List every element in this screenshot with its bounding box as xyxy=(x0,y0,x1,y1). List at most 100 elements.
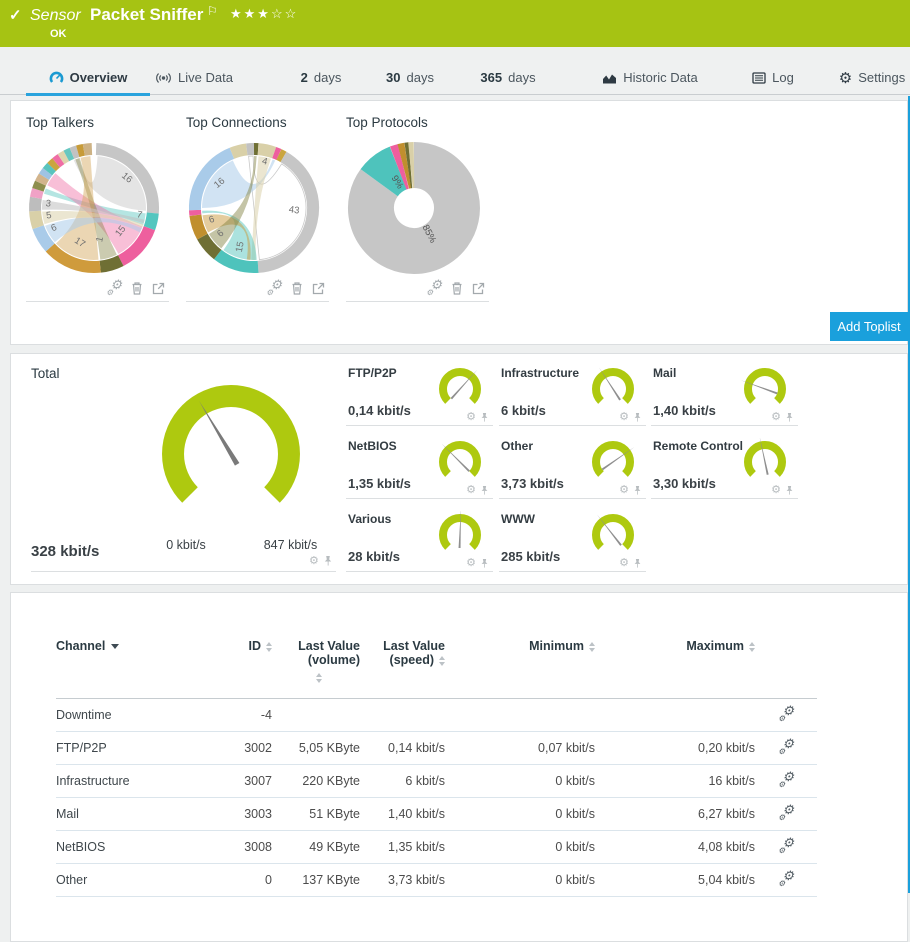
last-value-speed: 3,73 kbit/s xyxy=(360,863,445,897)
channel-settings-icon[interactable]: ⚙ ⚙ xyxy=(778,768,794,789)
channel-gauge-remote-control: Remote Control 3,30 kbit/s ⚙ xyxy=(651,437,798,499)
channel-table: Channel ID Last Value (volume) Last Value… xyxy=(56,627,817,897)
channel-settings-icon[interactable]: ⚙ ⚙ xyxy=(778,834,794,855)
maximum-value: 0,20 kbit/s xyxy=(595,731,755,765)
gauge-settings-icon[interactable]: ⚙ xyxy=(466,557,476,569)
pin-icon[interactable] xyxy=(785,412,794,423)
toplist-top-talkers: Top Talkers 16 7 15 1 17 6 5 3 ⚙ ⚙ xyxy=(26,109,169,303)
delete-toplist-icon[interactable] xyxy=(291,281,303,295)
channel-gauge-value: 3,73 kbit/s xyxy=(501,476,564,491)
channel-id: 3008 xyxy=(204,830,272,864)
total-gauge-value: 328 kbit/s xyxy=(31,543,100,560)
channel-id: -4 xyxy=(204,698,272,732)
total-gauge-max-label: 847 kbit/s xyxy=(263,538,318,552)
delete-toplist-icon[interactable] xyxy=(131,281,143,295)
table-row: NetBIOS 3008 49 KByte 1,35 kbit/s 0 kbit/s 4,… xyxy=(56,830,817,864)
gauge-settings-icon[interactable]: ⚙ xyxy=(619,557,629,569)
flag-icon[interactable]: ⚐ xyxy=(207,4,218,18)
channel-actions-cell: ⚙ ⚙ xyxy=(755,863,817,897)
open-toplist-icon[interactable] xyxy=(152,282,165,295)
channel-settings-icon[interactable]: ⚙ ⚙ xyxy=(778,735,794,756)
channel-settings-icon[interactable]: ⚙ ⚙ xyxy=(778,801,794,822)
column-header-maximum[interactable]: Maximum xyxy=(595,627,755,699)
channel-gauge-dial xyxy=(592,513,634,550)
pin-icon[interactable] xyxy=(480,485,489,496)
toplist-options-icon[interactable]: ⚙ ⚙ xyxy=(426,277,442,297)
tab-overview[interactable]: Overview xyxy=(26,60,150,96)
open-toplist-icon[interactable] xyxy=(472,282,485,295)
svg-text:5: 5 xyxy=(45,210,52,222)
chart-icon xyxy=(603,74,617,83)
toplist-options-icon[interactable]: ⚙ ⚙ xyxy=(106,277,122,297)
channel-gauge-value: 28 kbit/s xyxy=(348,549,401,564)
gauge-settings-icon[interactable]: ⚙ xyxy=(309,554,319,567)
tab-2-days[interactable]: 2 days xyxy=(300,70,342,85)
channel-id: 0 xyxy=(204,863,272,897)
channel-actions-cell: ⚙ ⚙ xyxy=(755,698,817,732)
channel-settings-icon[interactable]: ⚙ ⚙ xyxy=(778,867,794,888)
channel-name: Downtime xyxy=(56,698,204,732)
tab-log[interactable]: Log xyxy=(742,60,804,95)
sensor-title: Packet Sniffer xyxy=(90,5,204,24)
channel-settings-icon[interactable]: ⚙ ⚙ xyxy=(778,702,794,723)
gauge-settings-icon[interactable]: ⚙ xyxy=(771,411,781,423)
table-row: Downtime -4 ⚙ ⚙ xyxy=(56,698,817,732)
channel-gauge-value: 3,30 kbit/s xyxy=(653,476,716,491)
last-value-speed xyxy=(360,698,445,732)
total-gauge-min-label: 0 kbit/s xyxy=(166,538,206,552)
channel-name: Infrastructure xyxy=(56,764,204,798)
pin-icon[interactable] xyxy=(480,558,489,569)
svg-text:1: 1 xyxy=(94,236,106,243)
table-header-row: Channel ID Last Value (volume) Last Value… xyxy=(56,627,817,699)
minimum-value: 0,07 kbit/s xyxy=(445,731,595,765)
column-header-channel[interactable]: Channel xyxy=(56,627,204,699)
pin-icon[interactable] xyxy=(633,412,642,423)
column-header-minimum[interactable]: Minimum xyxy=(445,627,595,699)
channel-gauge-netbios: NetBIOS 1,35 kbit/s ⚙ xyxy=(346,437,493,499)
gauge-settings-icon[interactable]: ⚙ xyxy=(466,411,476,423)
tab-30-days[interactable]: 30 days xyxy=(386,70,434,85)
tab-settings[interactable]: ⚙ Settings xyxy=(838,69,906,87)
delete-toplist-icon[interactable] xyxy=(451,281,463,295)
pin-icon[interactable] xyxy=(323,555,333,567)
pin-icon[interactable] xyxy=(785,485,794,496)
toplist-options-icon[interactable]: ⚙ ⚙ xyxy=(266,277,282,297)
toplist-title: Top Talkers xyxy=(26,115,95,130)
channel-name: Mail xyxy=(56,797,204,831)
channel-gauge-title: Mail xyxy=(653,366,677,380)
sort-icon xyxy=(439,655,445,666)
table-row: Mail 3003 51 KByte 1,40 kbit/s 0 kbit/s 6,27 … xyxy=(56,797,817,831)
channel-gauge-dial xyxy=(439,440,481,477)
add-toplist-button[interactable]: Add Toplist xyxy=(830,312,908,341)
gauge-settings-icon[interactable]: ⚙ xyxy=(619,484,629,496)
column-header-last-value-speed[interactable]: Last Value (speed) xyxy=(360,627,445,699)
last-value-volume: 220 KByte xyxy=(272,764,360,798)
minimum-value: 0 kbit/s xyxy=(445,764,595,798)
channel-id: 3003 xyxy=(204,797,272,831)
pin-icon[interactable] xyxy=(633,485,642,496)
priority-stars[interactable]: ★★★☆☆ xyxy=(230,6,299,21)
top-protocols-pie-chart[interactable]: 85%9% xyxy=(346,135,483,281)
tab-live-data[interactable]: Live Data xyxy=(146,60,242,95)
last-value-volume: 137 KByte xyxy=(272,863,360,897)
gauge-settings-icon[interactable]: ⚙ xyxy=(619,411,629,423)
maximum-value: 4,08 kbit/s xyxy=(595,830,755,864)
pin-icon[interactable] xyxy=(480,412,489,423)
gauge-settings-icon[interactable]: ⚙ xyxy=(466,484,476,496)
gauges-section: Total 0 kbit/s 847 kbit/s 328 kbit/s ⚙ F… xyxy=(10,353,908,585)
divider xyxy=(31,571,336,572)
column-header-actions xyxy=(755,627,817,699)
last-value-speed: 1,40 kbit/s xyxy=(360,797,445,831)
column-header-last-value-volume[interactable]: Last Value (volume) xyxy=(272,627,360,699)
tab-historic-data[interactable]: Historic Data xyxy=(592,60,708,95)
divider xyxy=(26,301,169,302)
tab-365-days[interactable]: 365 days xyxy=(480,70,536,85)
total-gauge-title: Total xyxy=(31,366,60,381)
pin-icon[interactable] xyxy=(633,558,642,569)
open-toplist-icon[interactable] xyxy=(312,282,325,295)
column-header-id[interactable]: ID xyxy=(204,627,272,699)
gauge-settings-icon[interactable]: ⚙ xyxy=(771,484,781,496)
last-value-volume: 49 KByte xyxy=(272,830,360,864)
